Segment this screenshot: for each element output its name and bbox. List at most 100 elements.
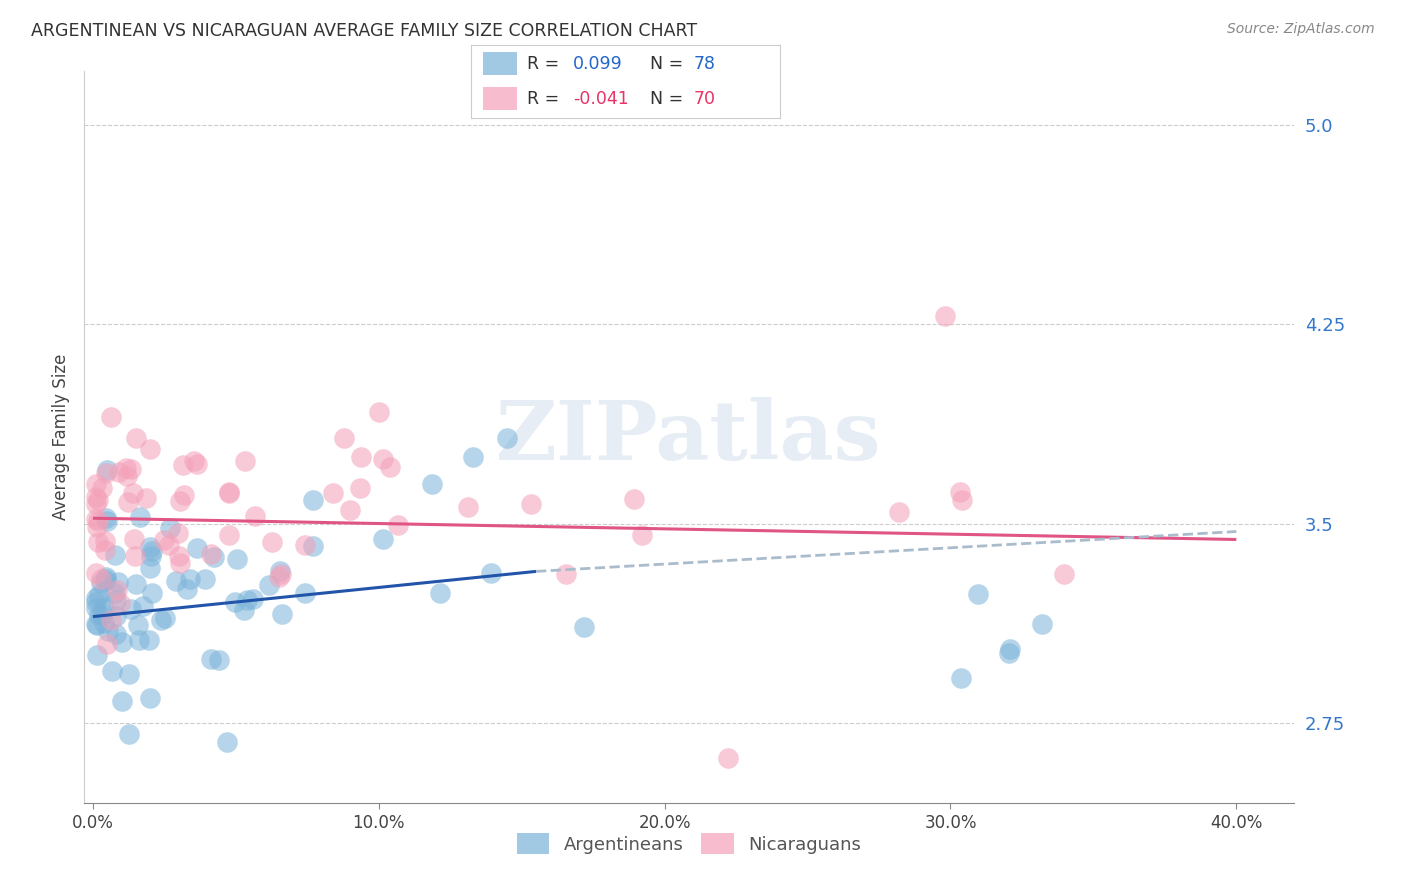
Point <box>108 466 131 480</box>
Point <box>96 463 118 477</box>
Point <box>233 454 256 468</box>
Point <box>117 468 139 483</box>
Point <box>152 533 174 547</box>
Legend: Argentineans, Nicaraguans: Argentineans, Nicaraguans <box>508 824 870 863</box>
Point <box>236 592 259 607</box>
Point <box>998 646 1021 660</box>
Point <box>107 575 129 590</box>
Point <box>260 534 283 549</box>
Point <box>631 527 654 541</box>
Point <box>243 508 266 523</box>
Point <box>339 503 361 517</box>
Text: -0.041: -0.041 <box>574 90 628 108</box>
Point <box>259 577 281 591</box>
Point <box>105 582 128 597</box>
Point <box>135 491 157 505</box>
Point <box>367 405 389 419</box>
Point <box>183 453 205 467</box>
Point <box>84 617 107 632</box>
Point <box>179 573 201 587</box>
Point <box>218 485 240 500</box>
Text: 78: 78 <box>693 54 716 72</box>
Text: N =: N = <box>651 90 689 108</box>
Point <box>966 587 988 601</box>
Point <box>371 532 394 546</box>
Point <box>84 476 107 491</box>
Point <box>104 592 127 607</box>
Point <box>294 586 316 600</box>
Point <box>94 466 117 480</box>
Point <box>554 566 576 581</box>
Point <box>84 591 107 605</box>
Point <box>139 442 162 456</box>
Point <box>194 572 217 586</box>
Bar <box>484 87 517 111</box>
Point <box>128 509 150 524</box>
Point <box>91 481 114 495</box>
Point <box>125 577 148 591</box>
Point <box>378 460 401 475</box>
Point <box>200 651 222 665</box>
Point <box>169 557 191 571</box>
Point <box>623 491 645 506</box>
Point <box>173 488 195 502</box>
Point <box>169 493 191 508</box>
Point <box>131 599 153 614</box>
Point <box>141 586 163 600</box>
Point <box>87 588 110 602</box>
Point <box>120 462 142 476</box>
Point <box>1053 566 1076 581</box>
Point <box>887 505 910 519</box>
Point <box>998 642 1021 657</box>
Point <box>84 601 107 615</box>
Point <box>89 607 111 622</box>
Point <box>141 543 163 558</box>
Point <box>232 603 254 617</box>
Point <box>104 586 127 600</box>
Point <box>125 431 148 445</box>
Text: 0.099: 0.099 <box>574 54 623 72</box>
Point <box>333 431 356 445</box>
Point <box>93 600 115 615</box>
Point <box>111 694 134 708</box>
Point <box>139 560 162 574</box>
Point <box>104 627 127 641</box>
Point <box>100 665 122 679</box>
Point <box>138 632 160 647</box>
Point <box>94 570 117 584</box>
Point <box>202 549 225 564</box>
Point <box>463 450 485 464</box>
Point <box>270 567 292 582</box>
Text: R =: R = <box>527 54 564 72</box>
Point <box>139 690 162 705</box>
Point <box>155 611 177 625</box>
Point <box>94 572 117 586</box>
Point <box>301 493 323 508</box>
Point <box>950 492 973 507</box>
Point <box>150 613 173 627</box>
Point <box>111 634 134 648</box>
Point <box>176 582 198 596</box>
Point <box>139 549 162 563</box>
Point <box>115 460 138 475</box>
Point <box>124 549 146 563</box>
Point <box>117 494 139 508</box>
Text: 70: 70 <box>693 90 716 108</box>
Point <box>218 485 240 500</box>
Point <box>267 569 290 583</box>
Point <box>271 607 294 621</box>
Point <box>128 632 150 647</box>
Point <box>91 607 114 621</box>
Point <box>122 486 145 500</box>
Point <box>84 595 107 609</box>
Point <box>84 497 107 511</box>
Point <box>96 636 118 650</box>
Point <box>87 535 110 549</box>
Point <box>93 574 115 588</box>
Text: ARGENTINEAN VS NICARAGUAN AVERAGE FAMILY SIZE CORRELATION CHART: ARGENTINEAN VS NICARAGUAN AVERAGE FAMILY… <box>31 22 697 40</box>
Point <box>1031 617 1053 632</box>
Point <box>294 538 316 552</box>
Point <box>84 566 107 580</box>
Point <box>94 511 117 525</box>
Point <box>934 309 956 323</box>
